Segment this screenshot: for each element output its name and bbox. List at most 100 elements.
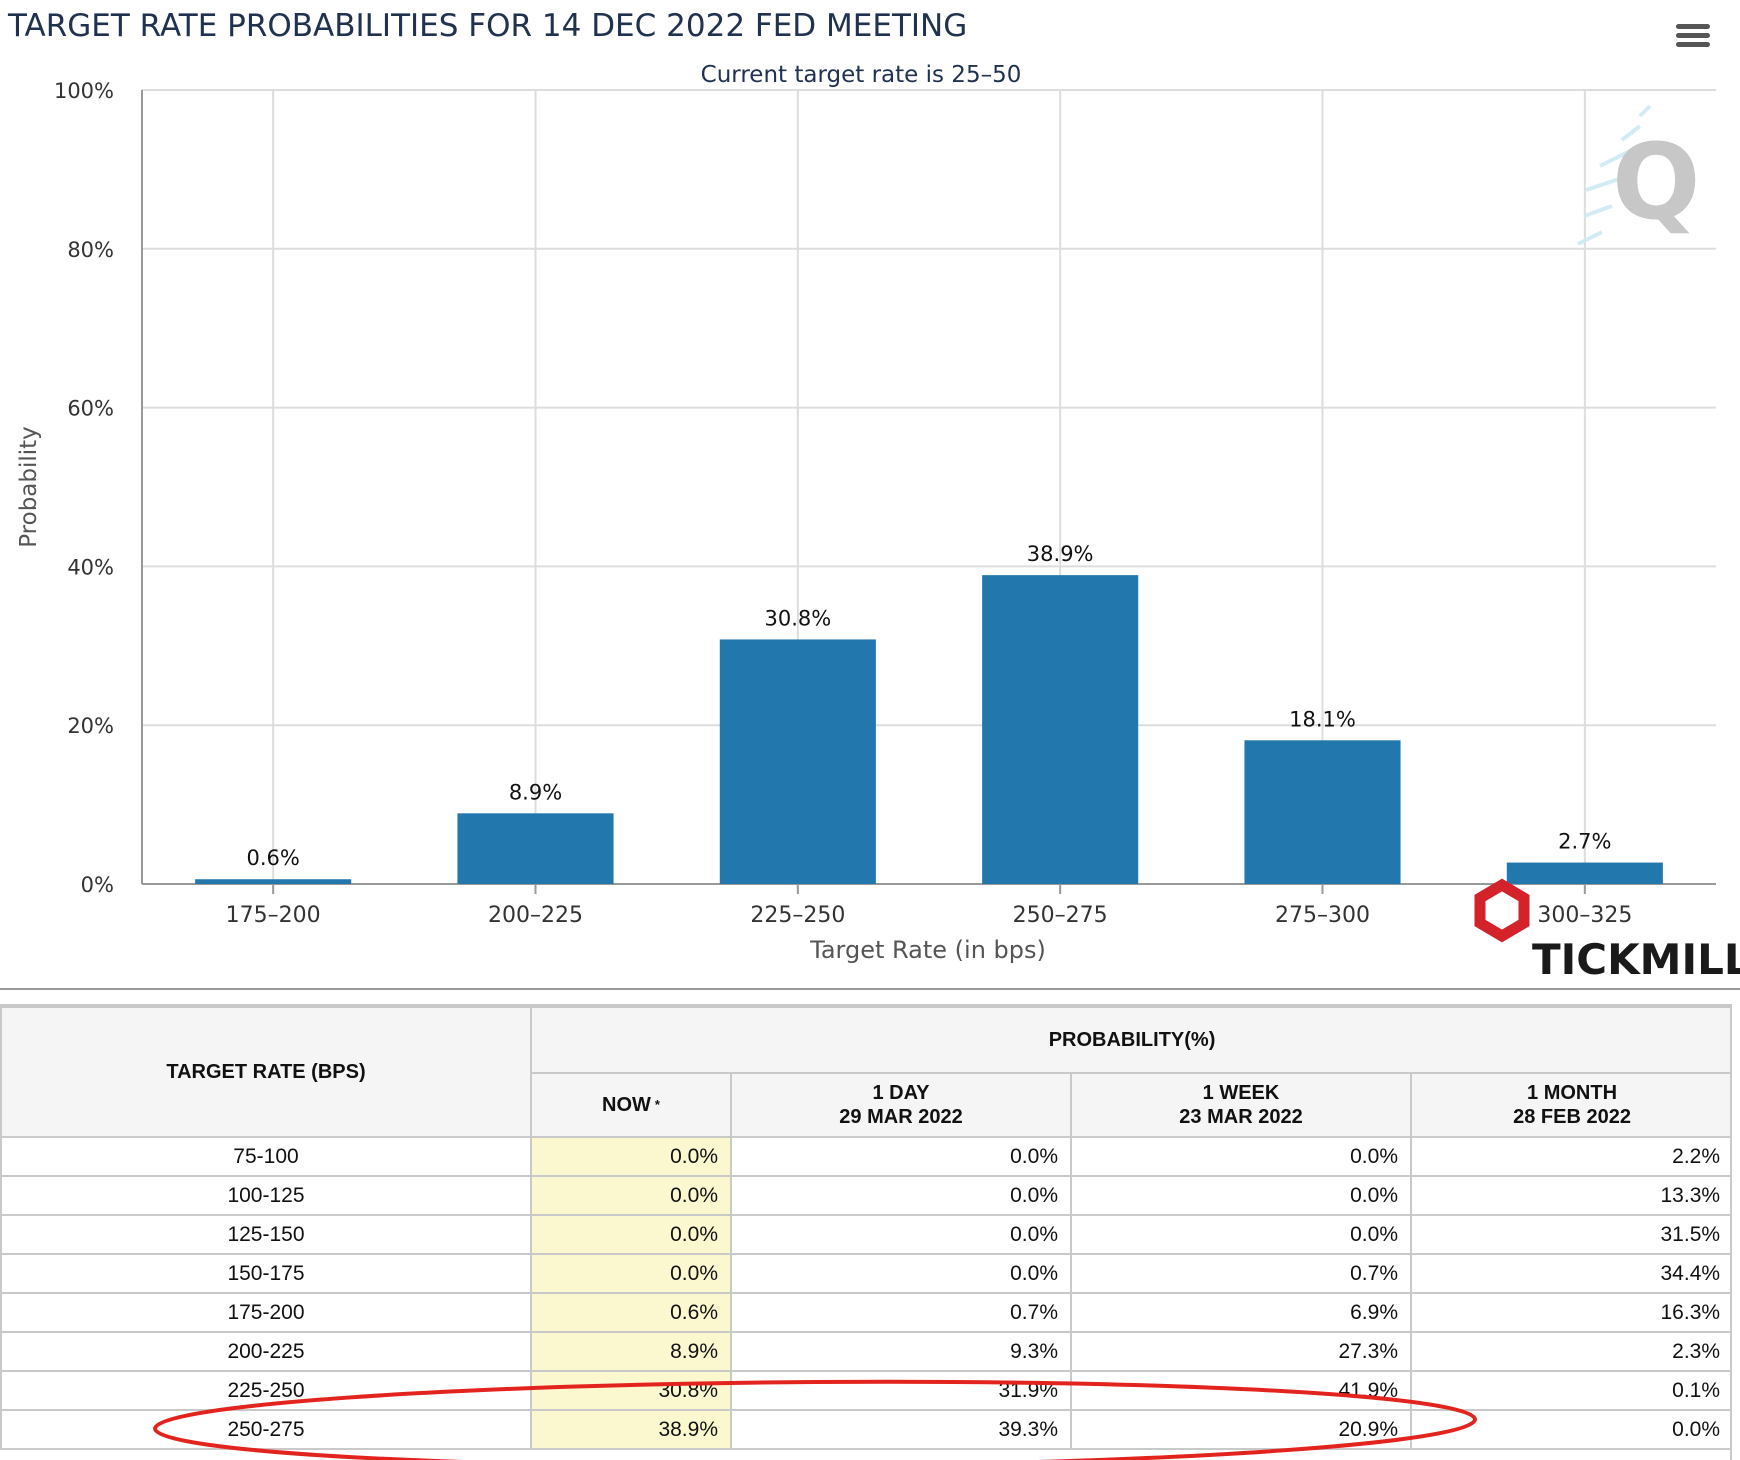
chart-bottom-border [0, 988, 1740, 990]
now-probability-cell: 0.6% [530, 1292, 732, 1333]
data-label: 30.8% [764, 606, 831, 630]
day-probability-cell: 9.3% [730, 1331, 1072, 1372]
column-header-label: NOW [602, 1094, 651, 1116]
chart-menu-button[interactable] [1668, 14, 1718, 58]
now-probability-cell: 30.8% [530, 1370, 732, 1411]
probability-table-body: 75-100 0.0% 0.0% 0.0% 2.2% 100-125 0.0% 0.0% 0.0… [0, 1136, 1730, 1450]
watermark-icon: Q [1577, 104, 1700, 246]
now-probability-cell: 0.0% [530, 1214, 732, 1255]
day-probability-cell: 0.0% [730, 1253, 1072, 1294]
probability-table-wrap: TARGET RATE (BPS) PROBABILITY(%) NOW * 1 … [0, 1004, 1732, 1460]
column-header-date: 29 MAR 2022 [839, 1106, 963, 1128]
now-probability-cell: 8.9% [530, 1331, 732, 1372]
bar-5 [1506, 862, 1663, 884]
table-row: 100-125 0.0% 0.0% 0.0% 13.3% [0, 1175, 1730, 1216]
bar-1 [457, 813, 614, 884]
x-tick-labels: 175–200 200–225 225–250 250–275 275–300 300–3… [226, 884, 1632, 928]
month-probability-cell: 0.0% [1409, 1409, 1730, 1450]
day-probability-cell: 31.9% [730, 1370, 1072, 1411]
y-tick-label: 100% [54, 79, 114, 103]
bar-0 [195, 879, 352, 884]
rate-cell: 200-225 [0, 1331, 532, 1372]
column-header-label: 1 WEEK [1202, 1082, 1280, 1104]
table-row: 150-175 0.0% 0.0% 0.7% 34.4% [0, 1253, 1730, 1294]
rate-cell: 100-125 [0, 1175, 532, 1216]
x-tick-label: 225–250 [750, 903, 845, 928]
tickmill-logo: TICKMILL [1474, 878, 1740, 984]
rate-cell: 150-175 [0, 1253, 532, 1294]
y-tick-label: 40% [67, 555, 114, 579]
y-tick-label: 60% [67, 397, 114, 421]
week-probability-cell: 41.9% [1070, 1370, 1412, 1411]
rate-cell: 125-150 [0, 1214, 532, 1255]
x-tick-label: 175–200 [226, 903, 321, 928]
column-header-1-month: 1 MONTH 28 FEB 2022 [1409, 1072, 1730, 1138]
chart-title: TARGET RATE PROBABILITIES FOR 14 DEC 202… [7, 8, 967, 44]
week-probability-cell: 27.3% [1070, 1331, 1412, 1372]
column-header-label: 1 DAY [872, 1082, 930, 1104]
hamburger-icon-line [1676, 33, 1710, 38]
probability-table: TARGET RATE (BPS) PROBABILITY(%) NOW * 1 … [0, 1006, 1730, 1450]
tickmill-logo-icon [1474, 878, 1530, 943]
y-tick-label: 80% [67, 238, 114, 262]
x-tick-label: 200–225 [488, 903, 583, 928]
hamburger-icon-line [1676, 42, 1710, 47]
day-probability-cell: 0.0% [730, 1136, 1072, 1177]
month-probability-cell: 31.5% [1409, 1214, 1730, 1255]
rate-cell: 75-100 [0, 1136, 532, 1177]
chart-subtitle: Current target rate is 25–50 [701, 62, 1022, 88]
now-probability-cell: 0.0% [530, 1136, 732, 1177]
column-header-now: NOW * [530, 1072, 732, 1138]
month-probability-cell: 13.3% [1409, 1175, 1730, 1216]
watermark-text: Q [1612, 121, 1700, 243]
table-row: 175-200 0.6% 0.7% 6.9% 16.3% [0, 1292, 1730, 1333]
bar-4 [1244, 740, 1401, 884]
chart: TARGET RATE PROBABILITIES FOR 14 DEC 202… [7, 8, 1740, 984]
data-label: 8.9% [509, 780, 562, 804]
column-header-1-day: 1 DAY 29 MAR 2022 [730, 1072, 1072, 1138]
data-label: 18.1% [1289, 707, 1356, 731]
target-rate-header: TARGET RATE (BPS) [0, 1006, 532, 1138]
y-axis-title: Probability [16, 426, 42, 548]
month-probability-cell: 0.1% [1409, 1370, 1730, 1411]
rate-cell: 175-200 [0, 1292, 532, 1333]
now-probability-cell: 0.0% [530, 1253, 732, 1294]
y-tick-label: 0% [81, 873, 114, 897]
table-row: 125-150 0.0% 0.0% 0.0% 31.5% [0, 1214, 1730, 1255]
data-label: 2.7% [1558, 830, 1611, 854]
now-probability-cell: 0.0% [530, 1175, 732, 1216]
rate-cell: 250-275 [0, 1409, 532, 1450]
hamburger-icon [1676, 24, 1710, 29]
data-labels: 0.6% 8.9% 30.8% 38.9% 18.1% 2.7% [246, 542, 1611, 870]
bars [195, 575, 1663, 884]
day-probability-cell: 0.0% [730, 1175, 1072, 1216]
week-probability-cell: 0.0% [1070, 1136, 1412, 1177]
column-header-date: 23 MAR 2022 [1179, 1106, 1303, 1128]
x-tick-label: 275–300 [1275, 903, 1370, 928]
column-header-date: 28 FEB 2022 [1513, 1106, 1631, 1128]
x-tick-label: 300–325 [1537, 903, 1632, 928]
month-probability-cell: 2.2% [1409, 1136, 1730, 1177]
x-axis-title: Target Rate (in bps) [809, 936, 1046, 964]
grid-lines [141, 89, 1716, 885]
tickmill-logo-text: TICKMILL [1532, 935, 1740, 984]
probability-header: PROBABILITY(%) [529, 1006, 1730, 1074]
data-label: 38.9% [1027, 542, 1094, 566]
month-probability-cell: 2.3% [1409, 1331, 1730, 1372]
day-probability-cell: 0.7% [730, 1292, 1072, 1333]
week-probability-cell: 0.0% [1070, 1214, 1412, 1255]
data-label: 0.6% [246, 846, 299, 870]
day-probability-cell: 0.0% [730, 1214, 1072, 1255]
table-row: 75-100 0.0% 0.0% 0.0% 2.2% [0, 1136, 1730, 1177]
table-row: 250-275 38.9% 39.3% 20.9% 0.0% [0, 1409, 1730, 1450]
table-row: 200-225 8.9% 9.3% 27.3% 2.3% [0, 1331, 1730, 1372]
column-header-label: 1 MONTH [1527, 1082, 1618, 1104]
rate-cell: 225-250 [0, 1370, 532, 1411]
week-probability-cell: 6.9% [1070, 1292, 1412, 1333]
bar-3 [982, 575, 1139, 884]
column-header-1-week: 1 WEEK 23 MAR 2022 [1070, 1072, 1412, 1138]
now-probability-cell: 38.9% [530, 1409, 732, 1450]
table-row: 225-250 30.8% 31.9% 41.9% 0.1% [0, 1370, 1730, 1411]
day-probability-cell: 39.3% [730, 1409, 1072, 1450]
x-tick-label: 250–275 [1013, 903, 1108, 928]
